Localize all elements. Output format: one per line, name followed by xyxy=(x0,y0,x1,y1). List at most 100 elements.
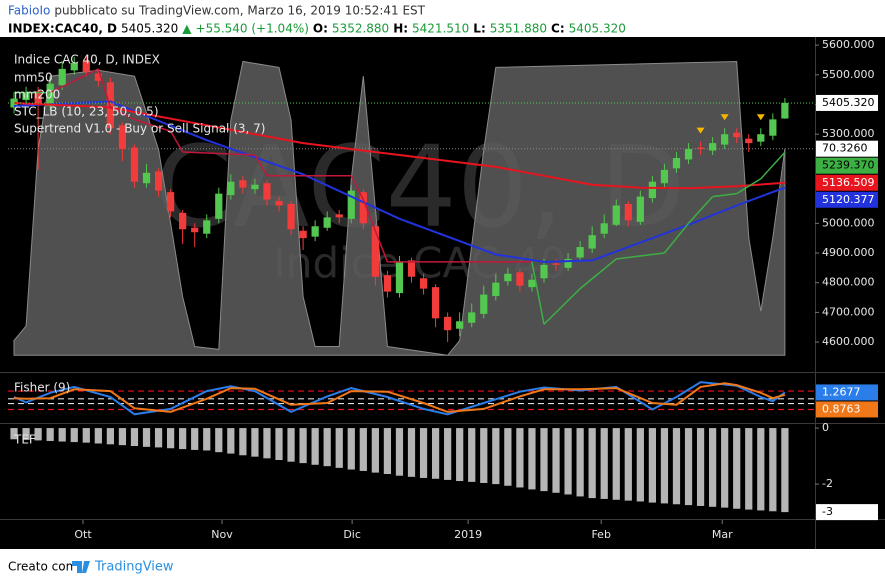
tef-bar xyxy=(275,428,283,461)
supertrend-segment xyxy=(616,252,665,260)
candle-body xyxy=(22,92,30,101)
tef-bar xyxy=(10,428,18,440)
tef-bar xyxy=(769,428,777,512)
plot-area: 5600.0005500.0005400.0005300.0005000.000… xyxy=(8,38,878,541)
tef-bar xyxy=(22,428,30,440)
supertrend-segment xyxy=(134,118,171,132)
value-box xyxy=(816,157,878,174)
tef-bar xyxy=(709,428,717,507)
tef-bar xyxy=(239,428,247,456)
header-text: 5351.880 xyxy=(490,22,547,36)
supertrend-segment xyxy=(110,106,135,121)
tef-bar xyxy=(335,428,343,468)
tef-bar xyxy=(383,428,392,475)
candle-body xyxy=(70,62,78,71)
quote-line: INDEX:CAC40, D 5405.320 ▲ +55.540 (+1.04%) O… xyxy=(8,22,626,36)
tef-bar xyxy=(733,428,741,509)
pane-title: TEF xyxy=(13,433,36,447)
candle-body xyxy=(299,230,307,239)
candle-body xyxy=(709,143,717,151)
tef-bar xyxy=(251,428,259,457)
candle-body xyxy=(191,227,199,233)
tef-bar xyxy=(287,428,295,462)
footer-brand[interactable]: TradingView xyxy=(94,560,174,575)
fisher-line xyxy=(13,382,786,413)
tef-bar xyxy=(46,428,54,441)
tef-bar xyxy=(407,428,416,477)
candle-body xyxy=(215,193,223,219)
tef-bar xyxy=(311,428,319,465)
supertrend-segment xyxy=(169,130,184,153)
tef-bar xyxy=(504,428,512,486)
candle-body xyxy=(745,138,753,144)
candle-body xyxy=(275,201,283,206)
stc-area xyxy=(13,60,786,356)
tef-bar xyxy=(94,428,102,444)
candle-body xyxy=(323,217,331,228)
tef-bar xyxy=(492,428,500,485)
candle-body xyxy=(419,278,428,289)
tef-bar xyxy=(106,428,114,445)
tef-bar xyxy=(721,428,729,508)
candle-body xyxy=(395,261,404,294)
supertrend-segment xyxy=(663,222,690,254)
candle-body xyxy=(540,264,548,279)
tef-bar xyxy=(118,428,127,446)
candle-body xyxy=(624,204,632,221)
candle-body xyxy=(359,192,367,224)
value-box xyxy=(816,140,878,157)
tef-bar xyxy=(130,428,139,447)
x-tick-label: Dic xyxy=(343,528,361,541)
candle-body xyxy=(576,247,584,258)
legend-entry: STC_LB (10, 23, 50, 0.5) xyxy=(14,105,159,119)
x-tick-label: Mar xyxy=(712,528,733,541)
sell-signal xyxy=(696,127,705,134)
candle-body xyxy=(371,226,379,277)
candle-body xyxy=(287,204,295,230)
tef-bar xyxy=(456,428,464,482)
candle-body xyxy=(660,169,669,184)
y-tick-label: 0 xyxy=(822,421,829,434)
tef-bar xyxy=(179,428,187,450)
candle-body xyxy=(552,263,560,265)
tef-bar xyxy=(540,428,548,492)
header-text: C: xyxy=(551,22,565,36)
candle-body xyxy=(34,91,42,105)
brand-logo xyxy=(72,561,90,573)
tef-bar xyxy=(588,428,596,499)
candle-body xyxy=(444,316,452,331)
tef-bar xyxy=(600,428,608,499)
candle-body xyxy=(564,258,572,268)
tef-bar xyxy=(70,428,78,443)
candle-body xyxy=(154,171,163,191)
supertrend-segment xyxy=(97,68,112,108)
supertrend-segment xyxy=(49,68,99,94)
header-text: L: xyxy=(473,22,485,36)
y-tick-label: 4900.000 xyxy=(822,246,875,259)
tef-bar xyxy=(203,428,211,451)
supertrend-segment xyxy=(531,261,545,325)
supertrend-segment xyxy=(736,178,762,195)
candle-body xyxy=(684,149,693,160)
tef-bar xyxy=(34,428,42,441)
tef-bar xyxy=(745,428,753,510)
candle-body xyxy=(407,260,416,277)
header-text: 5352.880 xyxy=(332,22,389,36)
tef-bar xyxy=(660,428,669,504)
value-label: 5136.509 xyxy=(822,176,875,189)
candle-body xyxy=(456,321,464,329)
value-box xyxy=(816,174,878,191)
tef-bar xyxy=(215,428,223,453)
value-box xyxy=(816,191,878,208)
header-text: 5405.320 xyxy=(121,22,178,36)
candle-body xyxy=(696,147,705,150)
candle-body xyxy=(492,282,500,297)
tef-bar xyxy=(552,428,560,493)
tef-bar xyxy=(516,428,524,488)
supertrend-segment xyxy=(182,151,255,156)
tef-bar xyxy=(636,428,644,502)
pane-title: Fisher (9) xyxy=(14,381,70,395)
tef-bar xyxy=(468,428,476,482)
value-label: 0.8763 xyxy=(822,402,861,415)
tef-bar xyxy=(227,428,235,454)
